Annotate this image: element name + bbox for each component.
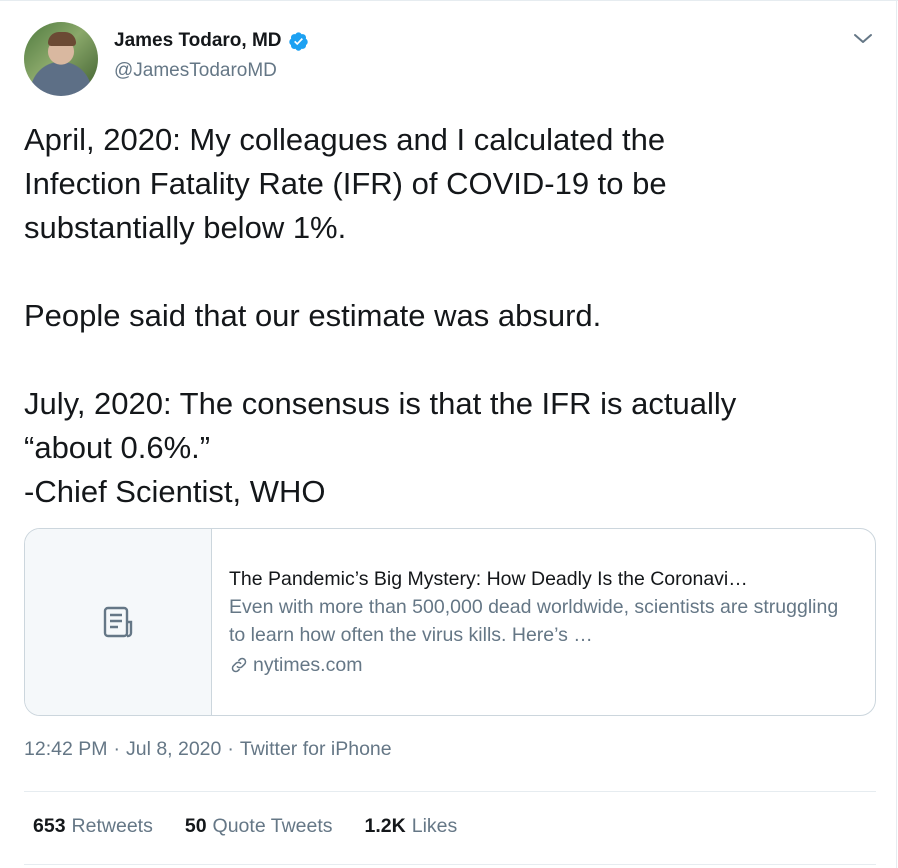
author-display-name[interactable]: James Todaro, MD [114, 30, 282, 51]
tweet-stats: 653 Retweets 50 Quote Tweets 1.2K Likes [33, 815, 457, 838]
tweet-time[interactable]: 12:42 PM [24, 738, 108, 760]
tweet-meta: 12:42 PM · Jul 8, 2020 · Twitter for iPh… [24, 738, 392, 761]
avatar[interactable] [24, 22, 98, 96]
article-icon [103, 606, 133, 638]
quote-tweets-label: Quote Tweets [212, 815, 333, 837]
card-domain-row: nytimes.com [229, 649, 875, 681]
retweets-label: Retweets [71, 815, 153, 837]
card-body: The Pandemic’s Big Mystery: How Deadly I… [212, 529, 875, 715]
likes-count: 1.2K [364, 815, 406, 837]
card-media [25, 529, 212, 715]
avatar-hair [48, 32, 76, 46]
tweet-source[interactable]: Twitter for iPhone [239, 738, 392, 760]
author-handle[interactable]: @JamesTodaroMD [114, 60, 277, 81]
frame-top-border [0, 0, 898, 1]
tweet-text: April, 2020: My colleagues and I calcula… [24, 122, 737, 509]
link-preview-card[interactable]: The Pandemic’s Big Mystery: How Deadly I… [24, 528, 876, 716]
quote-tweets-count: 50 [184, 815, 207, 837]
divider [24, 791, 876, 792]
card-domain: nytimes.com [253, 654, 363, 676]
likes-label: Likes [411, 815, 458, 837]
retweets-count: 653 [33, 815, 66, 837]
meta-separator: · [113, 738, 120, 760]
verified-badge-icon [288, 31, 308, 51]
author-name-row[interactable]: James Todaro, MD [114, 30, 309, 52]
frame-right-border [896, 0, 897, 868]
card-title: The Pandemic’s Big Mystery: How Deadly I… [229, 568, 748, 590]
tweet-date[interactable]: Jul 8, 2020 [125, 738, 222, 760]
chevron-down-icon[interactable] [852, 30, 874, 48]
quote-tweets-stat[interactable]: 50 Quote Tweets [185, 815, 333, 838]
meta-separator: · [227, 738, 234, 760]
card-description: Even with more than 500,000 dead worldwi… [229, 596, 839, 646]
divider [24, 864, 876, 865]
link-icon [231, 657, 247, 673]
retweets-stat[interactable]: 653 Retweets [33, 815, 153, 838]
likes-stat[interactable]: 1.2K Likes [365, 815, 458, 838]
